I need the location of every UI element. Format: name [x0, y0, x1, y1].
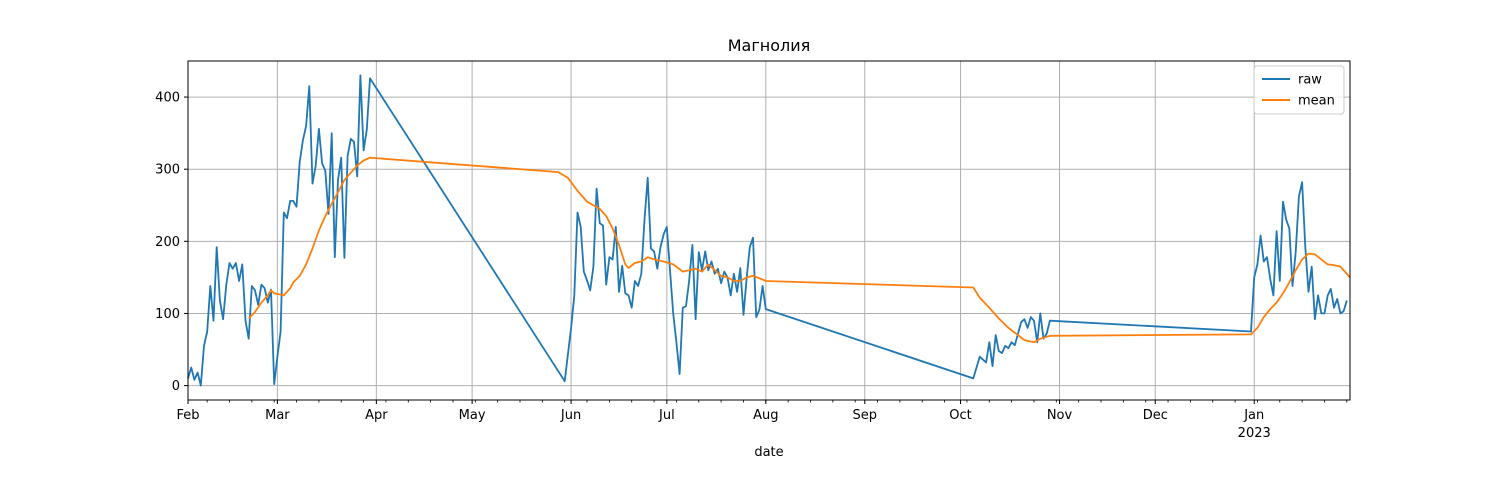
- legend-label-raw: raw: [1298, 73, 1322, 88]
- x-tick-label: Sep: [853, 408, 878, 423]
- x-axis: Feb Mar Apr May Jun Jul Aug Sep Oct Nov Dec Jan 2023: [176, 400, 1348, 441]
- series-line-raw: [187, 74, 1348, 387]
- x-tick-label: Jan: [1243, 408, 1264, 423]
- x-tick-label: Mar: [265, 408, 290, 423]
- y-tick-label: 200: [155, 235, 180, 250]
- x-tick-label: May: [459, 408, 486, 423]
- x-axis-label: date: [754, 445, 783, 460]
- legend-label-mean: mean: [1298, 94, 1335, 109]
- plot-frame: [187, 60, 1351, 401]
- x-tick-label: Aug: [753, 408, 778, 423]
- x-tick-label: Jun: [560, 408, 581, 423]
- plot-area: [187, 74, 1351, 387]
- x-tick-label: Feb: [176, 408, 199, 423]
- x-tick-label: Jul: [658, 408, 675, 423]
- legend: raw mean: [1253, 65, 1345, 115]
- y-axis: 0 100 200 300 400: [155, 91, 188, 394]
- x-tick-label: Dec: [1143, 408, 1168, 423]
- x-tick-label: Oct: [949, 408, 971, 423]
- x-tick-sublabel: 2023: [1238, 426, 1271, 441]
- y-tick-label: 400: [155, 91, 180, 106]
- series-line-mean: [248, 156, 1351, 344]
- x-tick-label: Apr: [365, 408, 388, 423]
- y-tick-label: 100: [155, 307, 180, 322]
- chart-title: Магнолия: [728, 36, 811, 55]
- x-tick-label: Nov: [1047, 408, 1073, 423]
- y-tick-label: 0: [172, 379, 180, 394]
- y-tick-label: 300: [155, 163, 180, 178]
